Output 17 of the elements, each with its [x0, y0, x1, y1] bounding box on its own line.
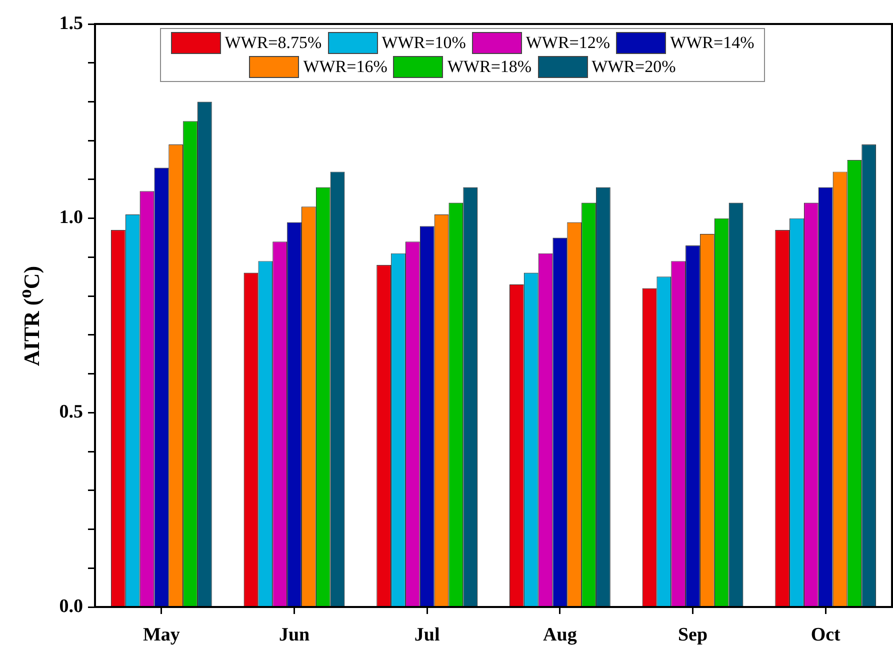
y-tick-label: 0.0 [59, 596, 83, 617]
y-tick-label: 1.0 [59, 207, 83, 228]
x-tick-label: Sep [678, 624, 708, 646]
legend-label: WWR=20% [592, 57, 676, 77]
legend-label: WWR=8.75% [224, 33, 322, 53]
legend-label: WWR=12% [526, 33, 610, 53]
legend-label: WWR=10% [382, 33, 466, 53]
y-tick-label: 1.5 [59, 12, 83, 34]
y-tick-label: 0.5 [59, 402, 83, 423]
legend-label: WWR=18% [447, 57, 532, 77]
legend-label: WWR=14% [670, 33, 754, 53]
legend-label: WWR=16% [303, 57, 388, 77]
x-tick-label: Aug [543, 624, 578, 646]
x-tick-label: Jul [414, 624, 440, 646]
x-tick-label: Oct [810, 624, 842, 646]
x-tick-label: Jun [278, 624, 310, 646]
x-tick-label: May [142, 624, 180, 646]
